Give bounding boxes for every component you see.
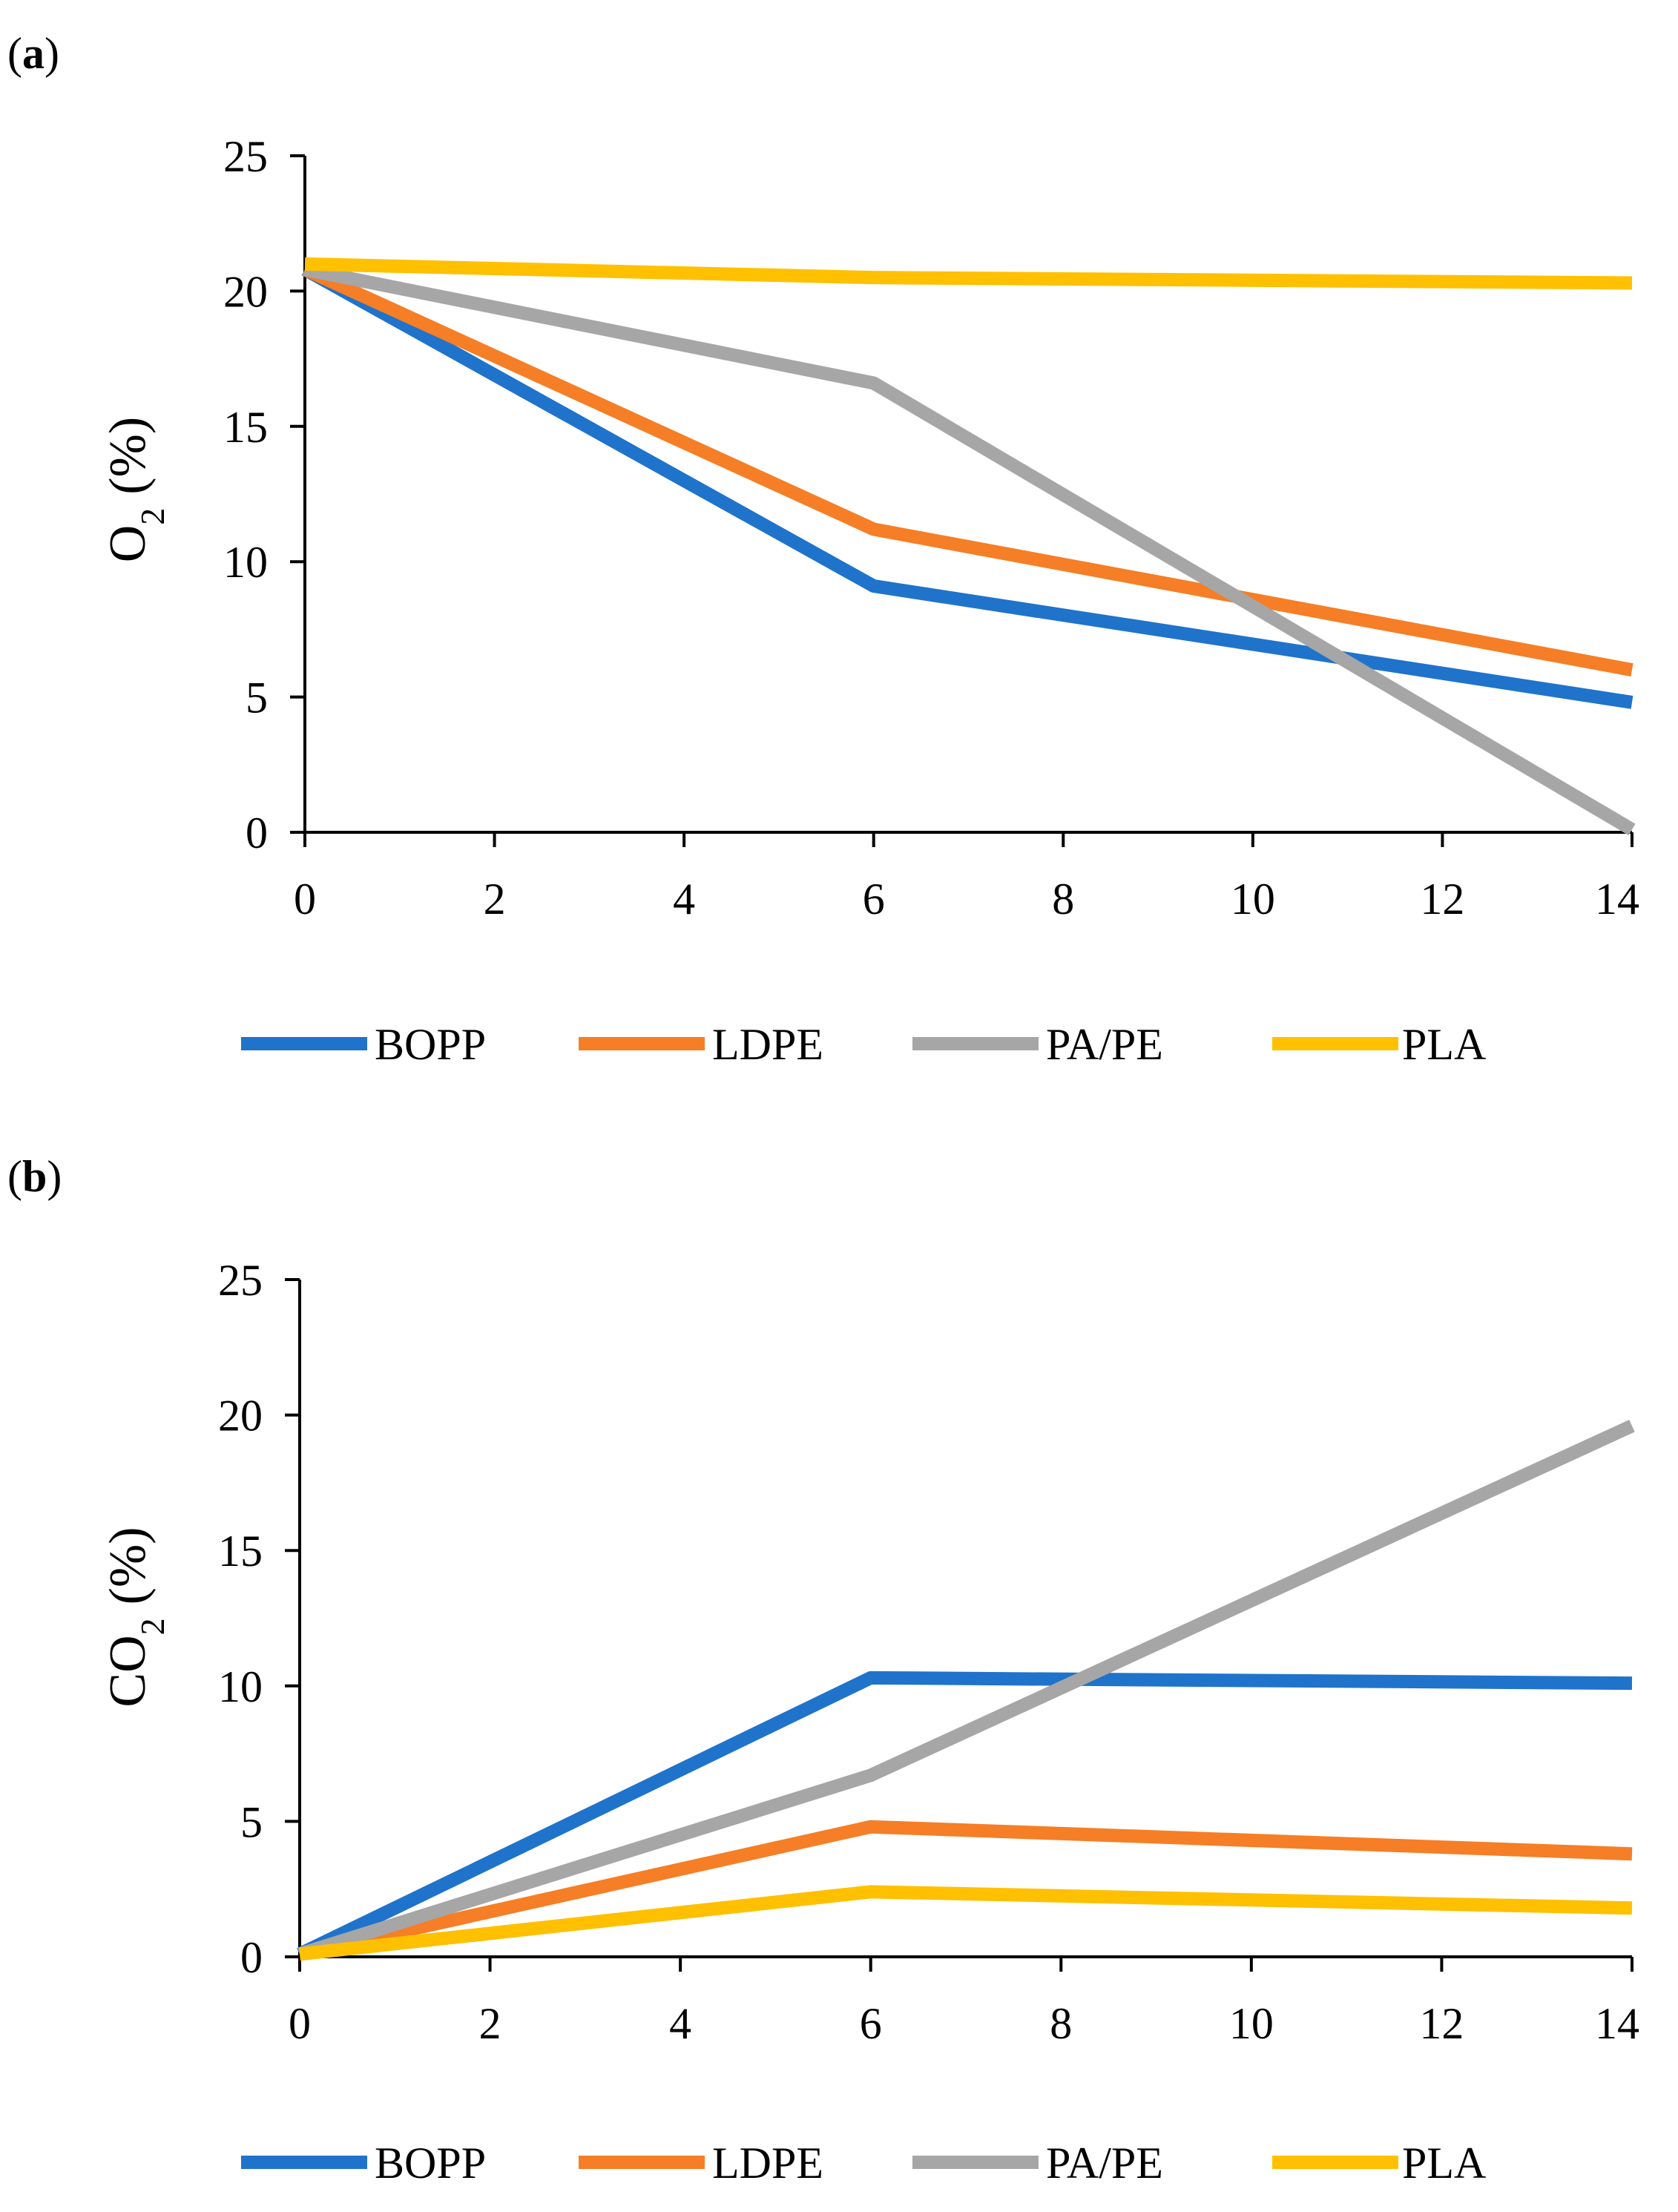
chart-a-legend: BOPP LDPE PA/PE PLA [241,1020,1486,1069]
chart-a-x-tick-label: 12 [1420,875,1464,924]
chart-a-y-tick-label: 20 [223,267,268,316]
chart-b-y-tick-label: 5 [240,1797,263,1846]
chart-b-legend-label-bopp: BOPP [375,2139,486,2188]
chart-b-x-tick-label: 14 [1595,1999,1639,2048]
chart-a-y-tick-label: 25 [223,132,268,181]
chart-b-x-tick-label: 8 [1050,1999,1072,2048]
chart-b-x-tick-label: 12 [1419,1999,1464,2048]
chart-b-ylabel: CO2 (%) [99,1527,171,1707]
chart-a-y-tick-label: 15 [223,403,268,452]
chart-a-x-tick-label: 0 [294,875,316,924]
chart-b-y-tick-label: 15 [218,1527,263,1576]
chart-a-axes [303,156,1632,834]
chart-a-legend-label-pla: PLA [1402,1020,1486,1069]
chart-a-ticks: 0 5 10 15 20 25 0 2 4 6 8 10 12 14 [223,132,1639,924]
chart-a-x-tick-label: 14 [1595,875,1639,924]
panel-label-b: (b) [7,1152,62,1201]
chart-b-series-pa-pe-line [297,1420,1635,1961]
chart-a-series-pa-pe-line [303,263,1636,836]
chart-a-series-pla-line [304,257,1633,290]
chart-b-legend-label-pa-pe: PA/PE [1046,2139,1163,2188]
chart-b-series-bopp-line [297,1670,1633,1961]
chart-b-axes [298,1280,1632,1958]
chart-b-y-tick-label: 0 [240,1933,263,1982]
chart-a-legend-label-ldpe: LDPE [712,1020,823,1069]
chart-panel-b: (b) 0 5 10 15 20 25 0 2 4 6 8 10 12 14 CO2(%) BOPP LDP… [0,1105,1678,2211]
chart-b-y-tick-label: 10 [218,1662,263,1711]
chart-b-x-tick-label: 0 [289,1999,311,2048]
chart-a-legend-label-pa-pe: PA/PE [1046,1020,1163,1069]
chart-a-y-tick-label: 5 [246,674,268,722]
panel-label-b-letter: b [22,1152,47,1201]
chart-a-legend-label-bopp: BOPP [375,1020,486,1069]
chart-b-series [297,1420,1635,1961]
chart-b-y-tick-label: 25 [218,1256,263,1305]
chart-a-x-tick-label: 10 [1231,875,1275,924]
chart-b-x-tick-label: 4 [669,1999,691,2048]
chart-b-ylabel-sub: 2 [134,1618,171,1635]
chart-b-legend-label-pla: PLA [1402,2139,1486,2188]
chart-a-series-bopp-line [301,263,1633,709]
panel-label-a: (a) [7,29,59,78]
chart-a-y-tick-label: 0 [246,809,268,858]
chart-b-legend: BOPP LDPE PA/PE PLA [241,2139,1486,2188]
chart-a-ylabel-sub: 2 [134,508,171,525]
chart-b-series-pla-line [299,1885,1633,1961]
chart-a-x-tick-label: 8 [1052,875,1074,924]
chart-a-ylabel-main: O [99,525,157,563]
chart-b-legend-label-ldpe: LDPE [712,2139,823,2188]
chart-b-series-ldpe-line [298,1820,1633,1961]
chart-b-ylabel-unit: (%) [99,1527,157,1604]
chart-a-x-tick-label: 6 [863,875,885,924]
chart-a-series-ldpe-line [302,263,1633,677]
chart-a-x-tick-label: 2 [484,875,506,924]
chart-b-x-tick-label: 6 [860,1999,882,2048]
chart-panel-a: (a) 0 5 10 15 20 25 0 2 4 6 8 10 12 14 O2(%) BOPP LDPE… [0,0,1678,1105]
chart-b-ticks: 0 5 10 15 20 25 0 2 4 6 8 10 12 14 [218,1256,1639,2048]
chart-b-y-tick-label: 20 [218,1392,263,1441]
chart-a-x-tick-label: 4 [673,875,695,924]
chart-a-ylabel: O2 (%) [99,417,171,563]
chart-a-series [301,257,1636,836]
chart-b-x-tick-label: 10 [1229,1999,1274,2048]
chart-a-ylabel-unit: (%) [99,417,157,495]
panel-label-a-letter: a [22,29,45,78]
chart-b-x-tick-label: 2 [479,1999,501,2048]
chart-b-ylabel-main: CO [99,1635,157,1707]
chart-a-y-tick-label: 10 [223,538,268,587]
